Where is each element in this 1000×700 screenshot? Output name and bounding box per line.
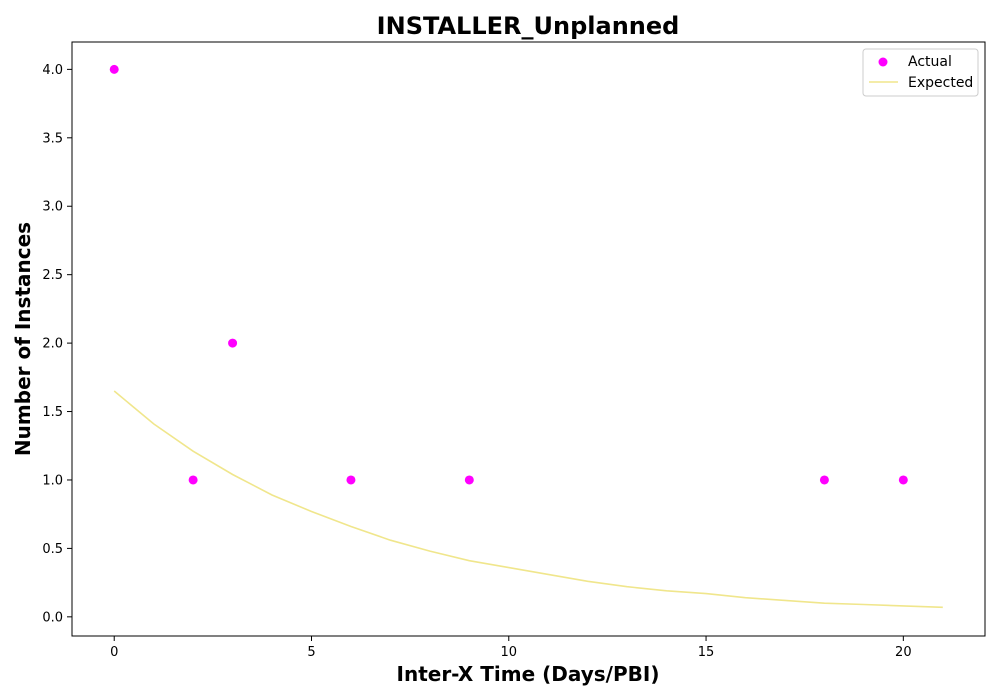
series-layer xyxy=(109,64,943,609)
y-tick-label: 1.0 xyxy=(42,473,63,488)
y-tick-label: 2.5 xyxy=(42,268,63,283)
legend-actual-label: Actual xyxy=(908,54,952,70)
y-tick-label: 3.0 xyxy=(42,200,63,215)
y-tick-label: 3.5 xyxy=(42,131,63,146)
plot-area xyxy=(71,41,986,637)
y-axis-label: Number of Instances xyxy=(11,222,35,456)
y-tick-label: 2.0 xyxy=(42,337,63,352)
y-tick-label: 0.0 xyxy=(42,610,63,625)
x-tick-label: 10 xyxy=(500,645,517,660)
actual-point xyxy=(464,475,474,485)
x-axis: 0 5 10 15 20 xyxy=(110,636,912,660)
x-tick-label: 15 xyxy=(698,645,715,660)
y-tick-label: 1.5 xyxy=(42,405,63,420)
legend-actual-marker xyxy=(878,57,888,67)
legend: Actual Expected xyxy=(862,48,979,97)
x-tick-label: 0 xyxy=(110,645,118,660)
y-tick-label: 0.5 xyxy=(42,542,63,557)
actual-point xyxy=(109,64,119,74)
expected-line xyxy=(113,390,943,609)
y-axis: 0.0 0.5 1.0 1.5 2.0 2.5 3.0 3.5 4.0 xyxy=(42,63,72,625)
plot-frame xyxy=(71,41,986,637)
chart-title: INSTALLER_Unplanned xyxy=(377,12,680,40)
legend-box xyxy=(862,48,979,97)
x-tick-label: 5 xyxy=(307,645,315,660)
actual-point xyxy=(188,475,198,485)
actual-point xyxy=(228,338,238,348)
actual-point xyxy=(898,475,908,485)
legend-expected-label: Expected xyxy=(908,75,973,91)
x-tick-label: 20 xyxy=(895,645,912,660)
actual-point xyxy=(346,475,356,485)
actual-point xyxy=(819,475,829,485)
x-axis-label: Inter-X Time (Days/PBI) xyxy=(397,662,660,686)
y-tick-label: 4.0 xyxy=(42,63,63,78)
